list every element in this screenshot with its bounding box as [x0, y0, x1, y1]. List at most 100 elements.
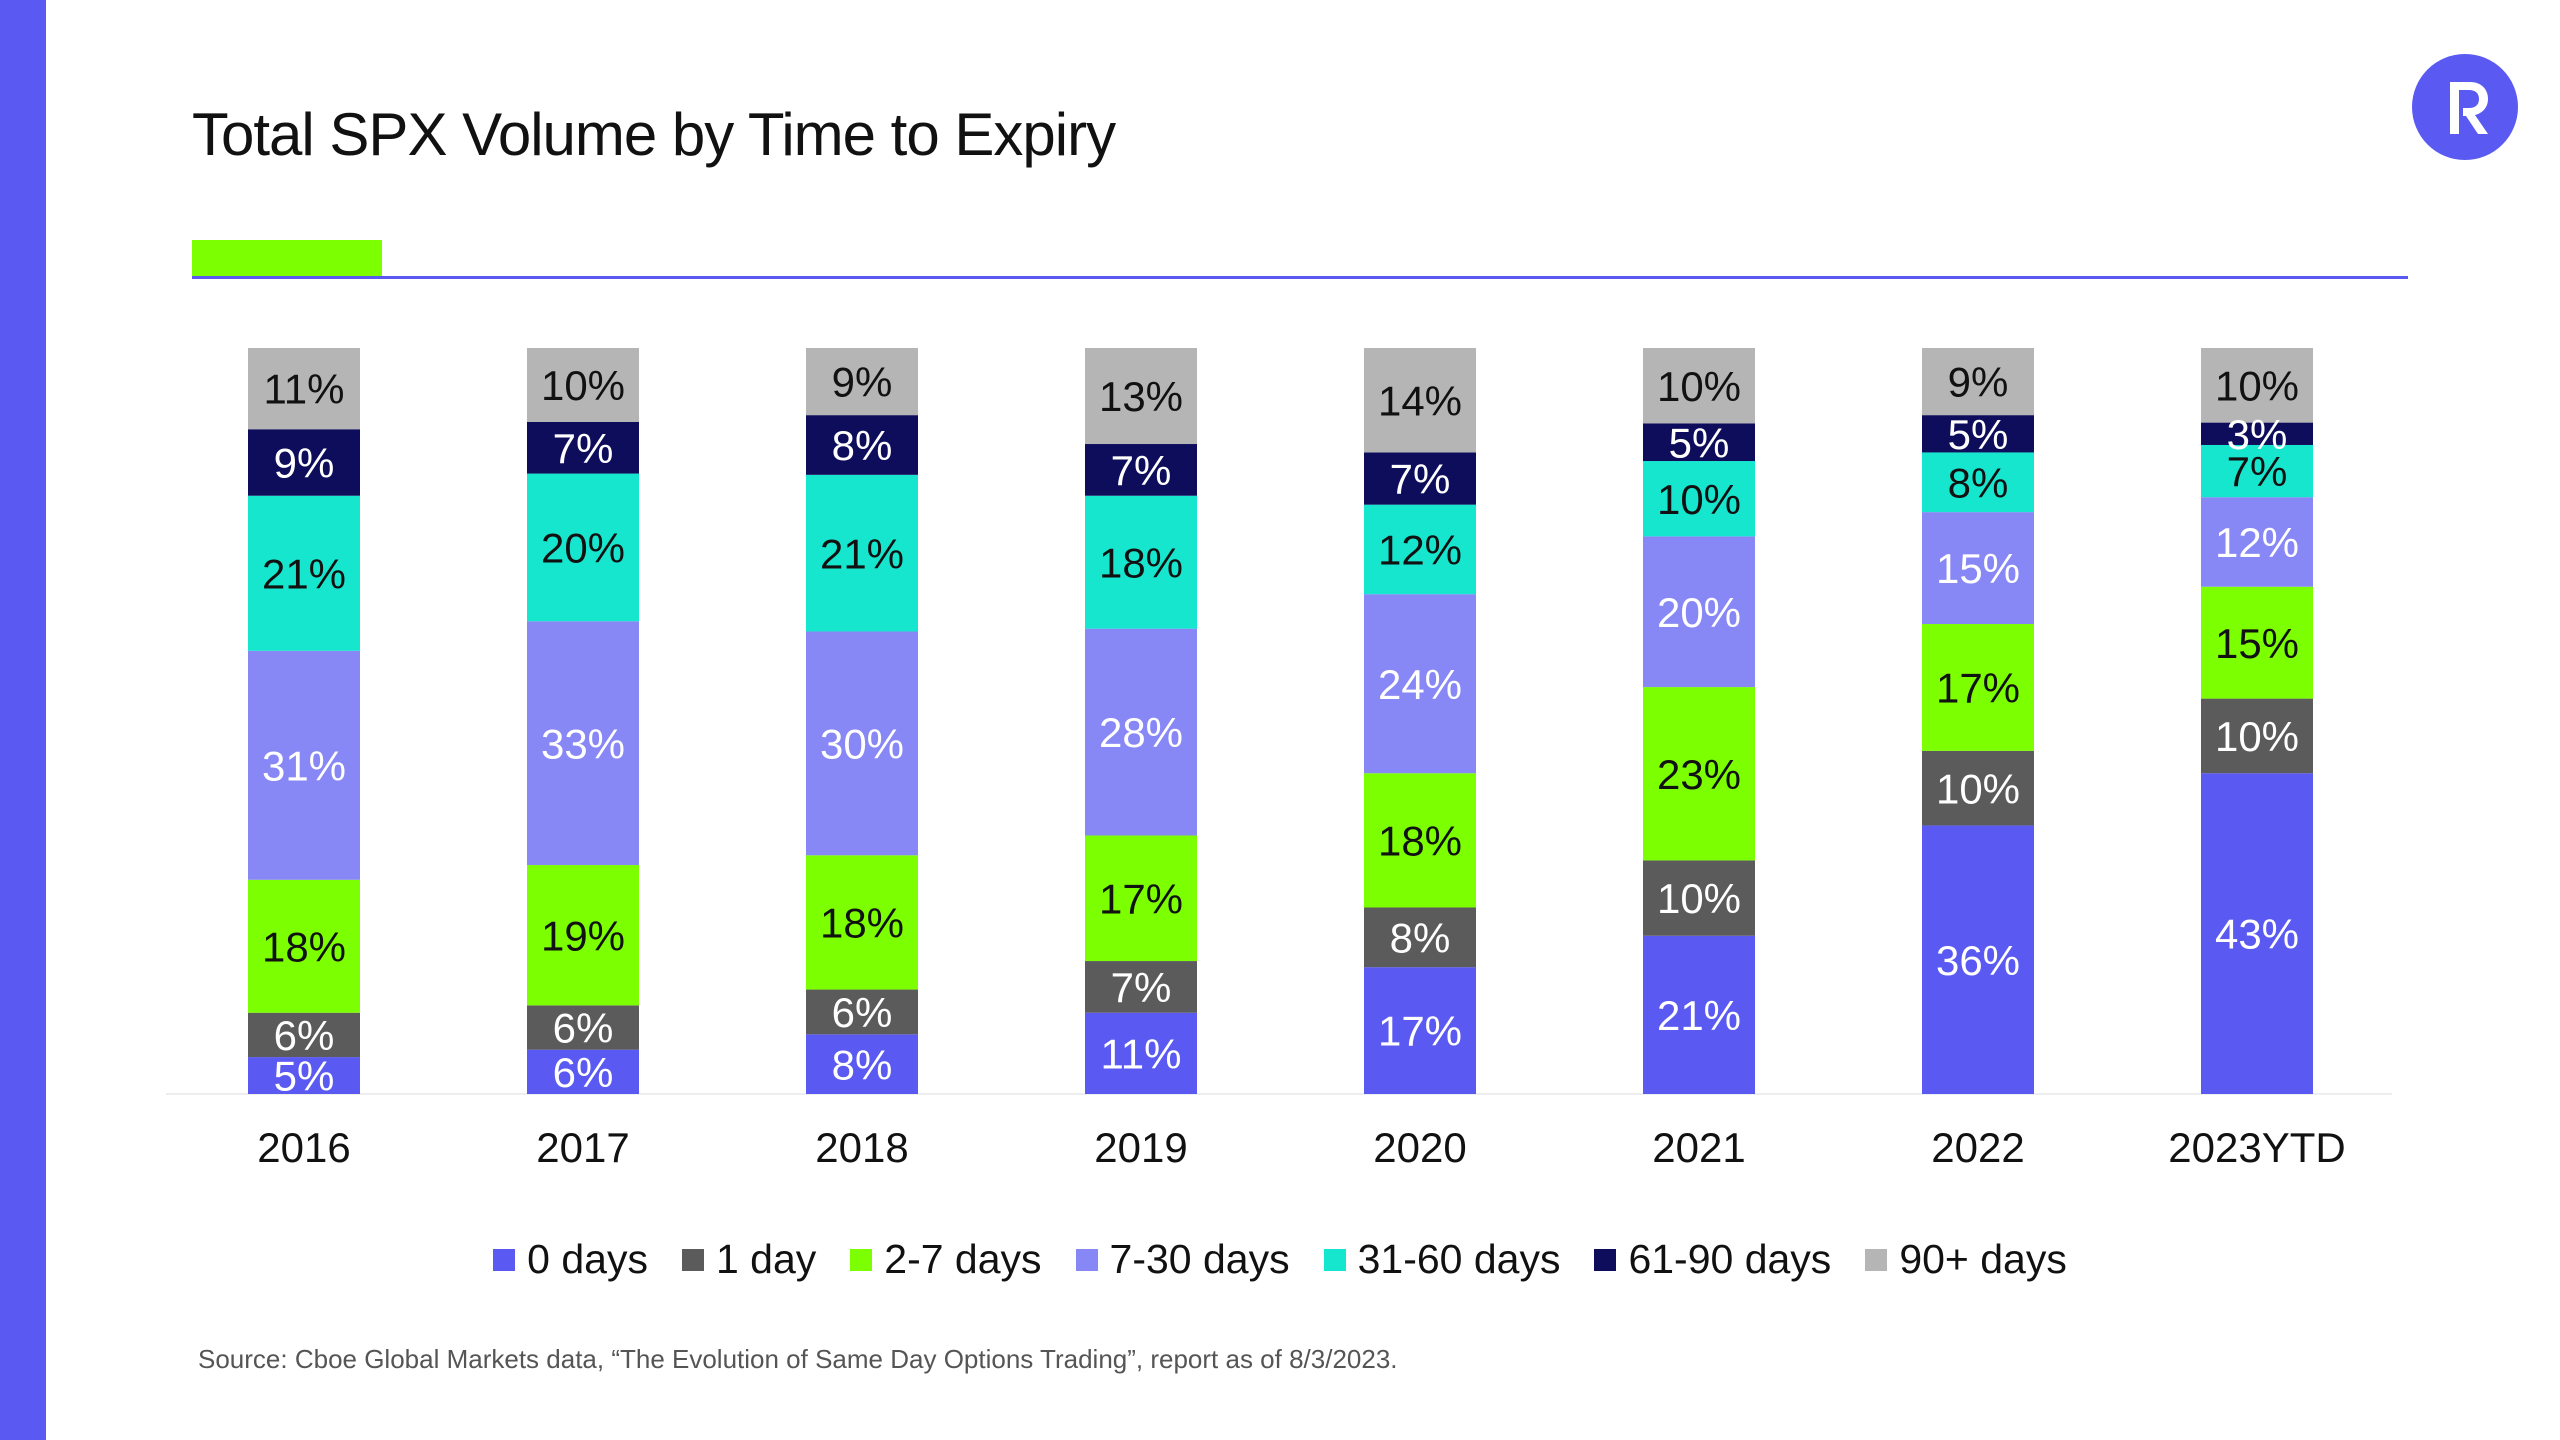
data-label: 24% — [1378, 661, 1462, 708]
data-label: 9% — [1948, 359, 2009, 406]
bar-segment — [806, 631, 918, 856]
data-label: 10% — [1657, 476, 1741, 523]
data-label: 23% — [1657, 751, 1741, 798]
value-labels-layer: 5%6%18%31%21%9%11%6%6%19%33%20%7%10%8%6%… — [262, 359, 2299, 1100]
data-label: 9% — [832, 359, 893, 406]
legend-label: 2-7 days — [884, 1236, 1042, 1282]
legend-item: 2-7 days — [850, 1236, 1042, 1283]
data-label: 3% — [2227, 411, 2288, 458]
bar-segment — [806, 474, 918, 632]
data-label: 7% — [2227, 448, 2288, 495]
bar-segment — [1922, 452, 2034, 513]
bar-segment — [2201, 497, 2313, 587]
bar-segment — [1922, 348, 2034, 416]
bar-segment — [527, 865, 639, 1006]
data-label: 8% — [832, 422, 893, 469]
data-label: 15% — [1936, 545, 2020, 592]
bar-segment — [1922, 750, 2034, 826]
side-accent-bar — [0, 0, 46, 1440]
data-label: 17% — [1378, 1008, 1462, 1055]
r-logo-icon — [2412, 54, 2518, 160]
legend-item: 7-30 days — [1075, 1236, 1290, 1283]
data-label: 6% — [832, 989, 893, 1036]
data-label: 20% — [1657, 589, 1741, 636]
data-label: 36% — [1936, 937, 2020, 984]
bar-segment — [1643, 536, 1755, 688]
data-label: 6% — [274, 1012, 335, 1059]
legend-label: 31-60 days — [1357, 1236, 1561, 1282]
legend-swatch — [1865, 1248, 1888, 1271]
title-divider — [192, 276, 2408, 279]
bar-segment — [527, 1049, 639, 1094]
data-label: 10% — [1936, 765, 2020, 812]
data-label: 18% — [262, 923, 346, 970]
bar-segment — [1643, 687, 1755, 861]
legend-swatch — [681, 1248, 704, 1271]
bar-segment — [2201, 698, 2313, 774]
data-label: 10% — [1657, 363, 1741, 410]
data-label: 13% — [1099, 373, 1183, 420]
data-label: 11% — [1101, 1030, 1182, 1077]
data-label: 10% — [2215, 713, 2299, 760]
title-accent-block — [192, 240, 382, 276]
bar-segment — [248, 348, 360, 430]
bar-segment — [806, 855, 918, 990]
legend-swatch — [1323, 1248, 1346, 1271]
data-label: 7% — [1111, 447, 1172, 494]
bar-segment — [2201, 773, 2313, 1094]
data-label: 5% — [274, 1053, 335, 1100]
page-title: Total SPX Volume by Time to Expiry — [192, 101, 1116, 168]
data-label: 33% — [541, 720, 625, 767]
data-label: 10% — [2215, 362, 2299, 409]
bar-segment — [1643, 935, 1755, 1094]
data-label: 19% — [541, 912, 625, 959]
data-label: 8% — [832, 1041, 893, 1088]
chart-legend: 0 days 1 day 2-7 days 7-30 days 31-60 days 61… — [0, 1236, 2560, 1283]
legend-item: 31-60 days — [1323, 1236, 1561, 1283]
bar-segment — [806, 348, 918, 416]
data-label: 7% — [553, 425, 614, 472]
bar-segment — [248, 1057, 360, 1094]
data-label: 5% — [1948, 411, 2009, 458]
bar-segment — [1922, 415, 2034, 453]
bar-segment — [527, 473, 639, 622]
data-label: 10% — [1657, 875, 1741, 922]
x-tick-label: 2021 — [1652, 1124, 1745, 1171]
data-label: 7% — [1111, 964, 1172, 1011]
bar-segment — [1364, 504, 1476, 595]
bar-segment — [1085, 444, 1197, 496]
bar-segment — [1085, 495, 1197, 629]
r-logo-glyph — [2450, 82, 2488, 134]
data-label: 12% — [1378, 527, 1462, 574]
source-note: Source: Cboe Global Markets data, “The E… — [198, 1344, 1398, 1374]
data-label: 17% — [1099, 875, 1183, 922]
legend-label: 7-30 days — [1109, 1236, 1290, 1282]
legend-label: 1 day — [715, 1236, 817, 1282]
data-label: 21% — [820, 530, 904, 577]
data-label: 14% — [1378, 377, 1462, 424]
bar-segment — [806, 1034, 918, 1094]
legend-label: 90+ days — [1899, 1236, 2067, 1282]
bar-segment — [248, 429, 360, 496]
data-label: 11% — [264, 366, 345, 413]
bar-segment — [1085, 835, 1197, 962]
data-label: 9% — [274, 440, 335, 487]
legend-label: 0 days — [527, 1236, 648, 1282]
bar-segment — [1085, 961, 1197, 1013]
data-label: 43% — [2215, 911, 2299, 958]
bar-segment — [248, 879, 360, 1013]
bar-segment — [527, 621, 639, 866]
x-tick-label: 2017 — [536, 1124, 629, 1171]
data-label: 30% — [820, 721, 904, 768]
legend-swatch — [1075, 1248, 1098, 1271]
legend-item: 1 day — [681, 1236, 817, 1283]
legend-label: 61-90 days — [1628, 1236, 1832, 1282]
bar-segment — [1364, 967, 1476, 1094]
data-label: 20% — [541, 525, 625, 572]
bar-segment — [2201, 422, 2313, 445]
data-label: 7% — [1390, 456, 1451, 503]
bar-segment — [1364, 452, 1476, 505]
legend-swatch — [1594, 1248, 1617, 1271]
bar-segment — [2201, 444, 2313, 498]
